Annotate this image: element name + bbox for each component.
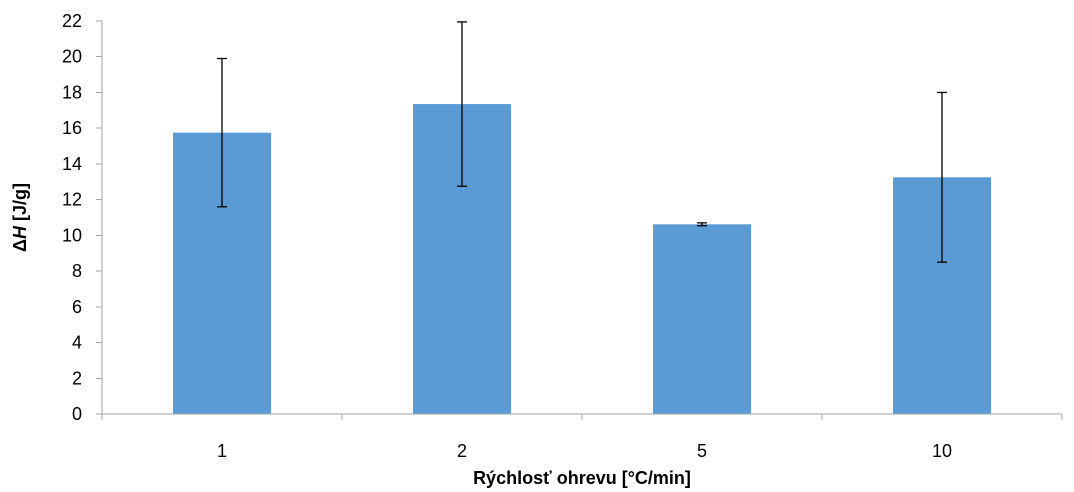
x-tick-label-1: 1 bbox=[217, 441, 227, 461]
y-tick-label: 22 bbox=[62, 11, 82, 31]
error-bars bbox=[217, 21, 947, 263]
y-tick-label: 2 bbox=[72, 368, 82, 388]
y-axis-title-unit: [J/g] bbox=[10, 183, 30, 226]
y-axis-title: ΔH [J/g] bbox=[10, 183, 30, 252]
y-tick-label: 14 bbox=[62, 154, 82, 174]
y-tick-label: 10 bbox=[62, 225, 82, 245]
x-axis-title: Rýchlosť ohrevu [°C/min] bbox=[473, 468, 691, 488]
y-tick-label: 8 bbox=[72, 261, 82, 281]
y-tick-label: 20 bbox=[62, 47, 82, 67]
y-tick-label: 0 bbox=[72, 404, 82, 424]
bar-5 bbox=[653, 224, 751, 414]
y-tick-label: 4 bbox=[72, 333, 82, 353]
bars bbox=[173, 104, 991, 415]
x-tick-label-5: 5 bbox=[697, 441, 707, 461]
error-bar-5 bbox=[697, 222, 707, 227]
y-axis-title-variable: H bbox=[10, 225, 30, 239]
x-tick-label-2: 2 bbox=[457, 441, 467, 461]
error-bar-10 bbox=[937, 91, 947, 263]
x-axis-ticks: 1 2 5 10 bbox=[101, 414, 1063, 461]
y-tick-label: 18 bbox=[62, 82, 82, 102]
y-tick-label: 12 bbox=[62, 190, 82, 210]
error-bar-2 bbox=[457, 21, 467, 187]
y-axis-ticks: 0 2 4 6 8 10 12 14 16 18 20 22 bbox=[62, 11, 102, 424]
y-tick-label: 16 bbox=[62, 118, 82, 138]
y-tick-label: 6 bbox=[72, 297, 82, 317]
y-axis-title-prefix: Δ bbox=[10, 239, 30, 252]
error-bar-1 bbox=[217, 57, 227, 208]
x-tick-label-10: 10 bbox=[932, 441, 952, 461]
